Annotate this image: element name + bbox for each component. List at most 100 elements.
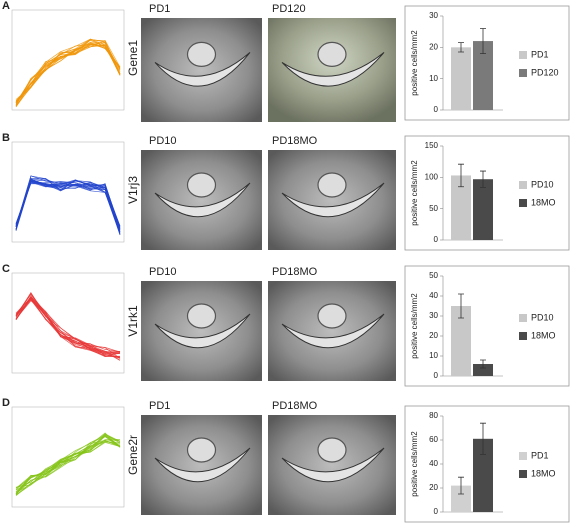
- bar: [451, 175, 471, 240]
- micrograph: [141, 150, 262, 250]
- profile-line: [15, 180, 121, 227]
- profile-line: [15, 177, 121, 234]
- line-plot-frame: [11, 272, 125, 374]
- bar: [473, 438, 493, 512]
- tissue-ring: [186, 303, 217, 329]
- legend-swatch: [519, 51, 527, 59]
- y-tick-label: 80: [429, 411, 438, 420]
- y-tick-label: 40: [429, 459, 438, 468]
- y-axis-label: positive cells/mm2: [410, 160, 419, 226]
- y-axis-label: positive cells/mm2: [410, 30, 419, 96]
- y-tick-label: 50: [429, 271, 438, 280]
- y-tick-label: 20: [429, 42, 438, 51]
- error-bar: [458, 476, 464, 495]
- gene-label: Gene2r: [126, 435, 140, 475]
- legend-label: PD10: [531, 179, 554, 189]
- profile-line: [15, 441, 121, 496]
- error-bar: [480, 170, 486, 188]
- lumen: [281, 52, 385, 87]
- image-label: PD10: [149, 135, 177, 147]
- micrograph: [141, 415, 262, 515]
- profile-line: [15, 293, 121, 359]
- tissue-ring: [186, 172, 217, 198]
- profile-line: [15, 180, 121, 234]
- legend-swatch: [519, 314, 527, 322]
- lumen: [281, 447, 385, 483]
- bar: [473, 41, 493, 110]
- profile-line: [15, 433, 121, 489]
- gene-label: V1rk1: [126, 305, 140, 337]
- y-tick-label: 50: [429, 204, 438, 213]
- error-bar: [480, 359, 486, 369]
- lumen: [154, 52, 251, 87]
- bar: [451, 47, 471, 110]
- image-label: PD10: [149, 266, 177, 278]
- y-tick-label: 10: [429, 351, 438, 360]
- y-tick-label: 20: [429, 483, 438, 492]
- y-tick-label: 10: [429, 74, 438, 83]
- micrograph: [268, 415, 396, 515]
- y-tick-label: 150: [425, 141, 439, 150]
- error-bar: [480, 422, 486, 455]
- profile-line: [15, 182, 121, 229]
- legend-swatch: [519, 332, 527, 340]
- tissue-ring: [317, 303, 347, 329]
- profile-line: [15, 296, 121, 354]
- profile-line: [15, 440, 121, 495]
- bar: [473, 179, 493, 240]
- lumen: [281, 182, 385, 218]
- y-tick-label: 0: [434, 371, 439, 380]
- y-tick-label: 60: [429, 435, 438, 444]
- profile-line: [15, 179, 121, 231]
- y-tick-label: 40: [429, 291, 438, 300]
- profile-line: [15, 297, 121, 357]
- image-label: PD18MO: [272, 135, 318, 147]
- y-tick-label: 0: [434, 235, 439, 244]
- image-label: PD18MO: [272, 266, 318, 278]
- legend-swatch: [519, 181, 527, 189]
- image-label: PD1: [149, 400, 170, 412]
- gene-label: Gene1: [126, 40, 140, 76]
- legend-swatch: [519, 69, 527, 77]
- micrograph: [141, 18, 262, 122]
- error-bar: [480, 28, 486, 54]
- panel-letter: D: [2, 397, 10, 409]
- micrograph: [268, 150, 396, 250]
- y-tick-label: 30: [429, 11, 438, 20]
- tissue-ring: [317, 437, 347, 463]
- image-label: PD120: [272, 3, 306, 15]
- y-axis-label: positive cells/mm2: [410, 293, 419, 359]
- bar: [451, 485, 471, 512]
- tissue-ring: [317, 172, 347, 198]
- image-label: PD18MO: [272, 400, 318, 412]
- error-bar: [458, 163, 464, 188]
- legend-swatch: [519, 452, 527, 460]
- micrograph: [141, 281, 262, 381]
- tissue-ring: [186, 437, 217, 463]
- lumen: [154, 313, 251, 349]
- bar: [473, 364, 493, 376]
- error-bar: [458, 293, 464, 319]
- profile-line: [15, 433, 121, 490]
- micrograph: [268, 281, 396, 381]
- line-plot-frame: [11, 9, 125, 111]
- legend-label: PD10: [531, 312, 554, 322]
- panel-letter: B: [2, 132, 10, 144]
- legend-label: PD1: [531, 450, 549, 460]
- panel-letter: A: [2, 0, 10, 12]
- legend-label: PD1: [531, 49, 549, 59]
- profile-line: [15, 432, 121, 489]
- legend-label: 18MO: [531, 197, 556, 207]
- legend-label: 18MO: [531, 468, 556, 478]
- image-label: PD1: [149, 3, 170, 15]
- y-tick-label: 30: [429, 311, 438, 320]
- y-tick-label: 0: [434, 507, 439, 516]
- profile-line: [15, 40, 121, 103]
- y-tick-label: 100: [425, 172, 439, 181]
- lumen: [154, 447, 251, 483]
- legend-swatch: [519, 470, 527, 478]
- lumen: [154, 182, 251, 218]
- y-axis-label: positive cells/mm2: [410, 431, 419, 497]
- tissue-ring: [317, 41, 347, 68]
